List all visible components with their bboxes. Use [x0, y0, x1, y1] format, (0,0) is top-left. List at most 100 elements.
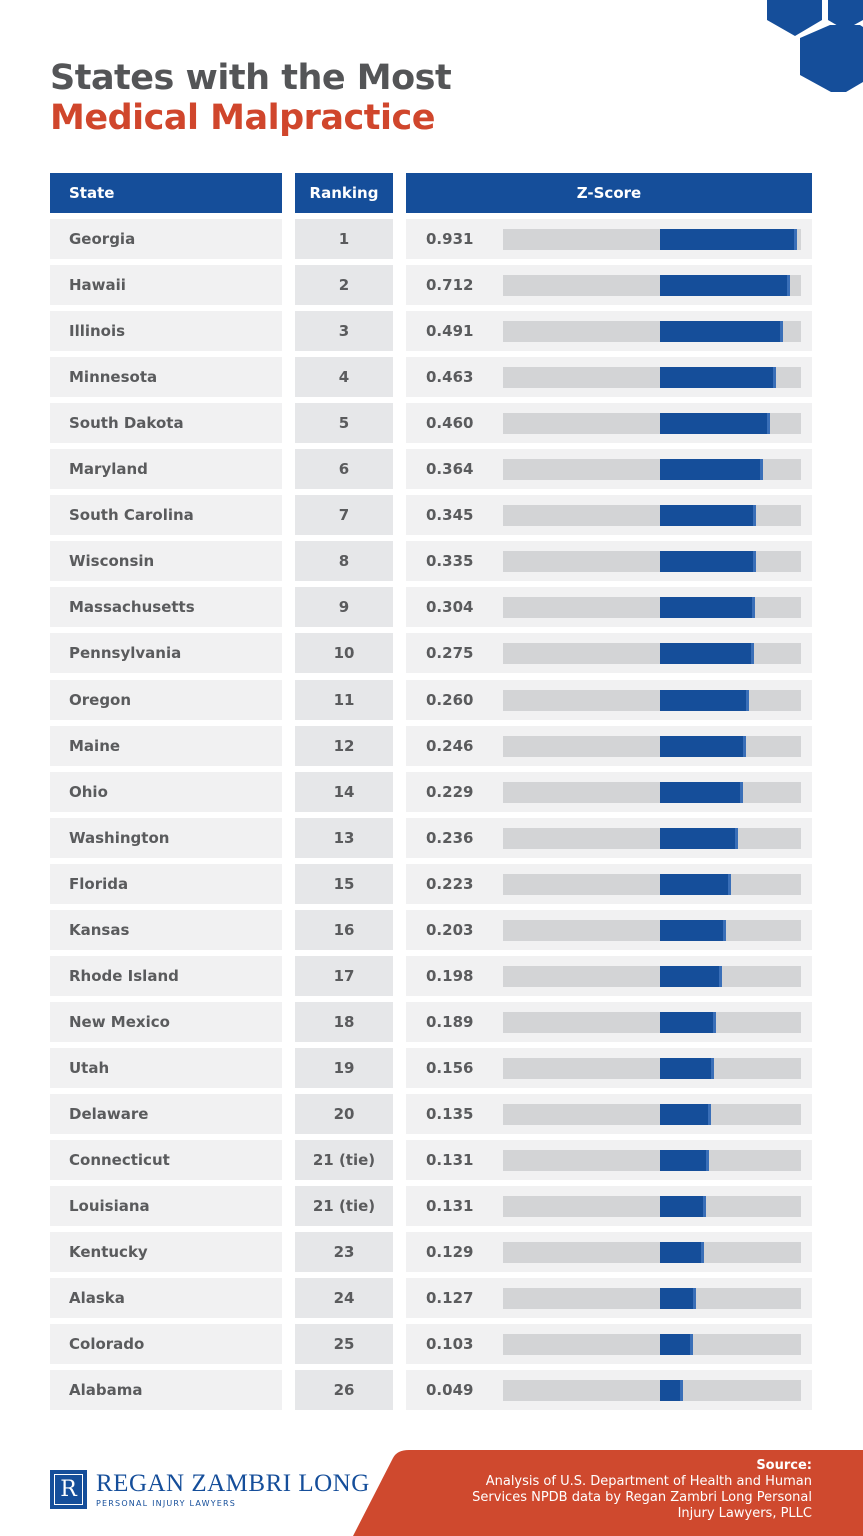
- zscore-bar: [660, 735, 746, 757]
- source-text: Analysis of U.S. Department of Health an…: [472, 1474, 812, 1521]
- state-cell: Ohio: [50, 771, 282, 812]
- zscore-value: 0.463: [426, 368, 474, 387]
- zscore-bar: [660, 551, 756, 573]
- zscore-value: 0.931: [426, 230, 474, 248]
- zscore-bar: [660, 1380, 683, 1402]
- zscore-bar-track: [503, 965, 801, 987]
- zscore-value: 0.223: [426, 874, 474, 893]
- zscore-bar-track: [503, 1288, 801, 1310]
- zscore-cell: 0.103: [406, 1324, 812, 1365]
- ranking-cell: 8: [295, 541, 393, 582]
- ranking-cell: 11: [295, 679, 393, 720]
- table-row: Alabama 26 0.049: [0, 1370, 863, 1411]
- zscore-bar-track: [503, 1011, 801, 1033]
- state-cell: Oregon: [50, 679, 282, 720]
- table-row: Pennsylvania 10 0.275: [0, 633, 863, 674]
- ranking-cell: 25: [295, 1324, 393, 1365]
- zscore-value: 0.131: [426, 1151, 474, 1169]
- ranking-cell: 4: [295, 357, 393, 398]
- ranking-cell: 12: [295, 725, 393, 766]
- state-cell: Connecticut: [50, 1140, 282, 1180]
- zscore-bar: [660, 229, 798, 250]
- zscore-bar: [660, 919, 726, 941]
- zscore-bar-track: [503, 873, 801, 895]
- table-row: South Carolina 7 0.345: [0, 495, 863, 536]
- zscore-cell: 0.712: [406, 265, 812, 306]
- table-row: Maine 12 0.246: [0, 725, 863, 766]
- table-row: Delaware 20 0.135: [0, 1093, 863, 1134]
- zscore-bar-track: [503, 735, 801, 757]
- header-zscore: Z-Score: [406, 173, 812, 213]
- zscore-value: 0.131: [426, 1197, 474, 1216]
- state-cell: New Mexico: [50, 1001, 282, 1042]
- table-row: South Dakota 5 0.460: [0, 403, 863, 444]
- state-cell: Illinois: [50, 311, 282, 352]
- zscore-value: 0.364: [426, 460, 474, 479]
- zscore-cell: 0.246: [406, 725, 812, 766]
- zscore-cell: 0.275: [406, 633, 812, 674]
- zscore-value: 0.203: [426, 920, 474, 939]
- ranking-cell: 19: [295, 1047, 393, 1088]
- zscore-cell: 0.460: [406, 403, 812, 444]
- state-cell: Kentucky: [50, 1232, 282, 1273]
- zscore-value: 0.460: [426, 414, 474, 433]
- table-row: Kentucky 23 0.129: [0, 1232, 863, 1273]
- zscore-bar: [660, 321, 784, 343]
- state-cell: Minnesota: [50, 357, 282, 398]
- zscore-bar: [660, 643, 754, 665]
- state-cell: Delaware: [50, 1093, 282, 1134]
- zscore-value: 0.304: [426, 598, 474, 617]
- table-row: Washington 13 0.236: [0, 817, 863, 858]
- ranking-cell: 6: [295, 449, 393, 490]
- source-label: Source:: [756, 1458, 812, 1473]
- zscore-value: 0.345: [426, 506, 474, 525]
- ranking-cell: 23: [295, 1232, 393, 1273]
- zscore-cell: 0.260: [406, 679, 812, 720]
- table-row: Oregon 11 0.260: [0, 679, 863, 720]
- ranking-cell: 10: [295, 633, 393, 674]
- zscore-cell: 0.189: [406, 1001, 812, 1042]
- source-banner: [353, 1450, 863, 1536]
- zscore-value: 0.135: [426, 1104, 474, 1123]
- state-cell: Alabama: [50, 1370, 282, 1411]
- table-row: Utah 19 0.156: [0, 1047, 863, 1088]
- zscore-bar: [660, 873, 731, 895]
- table-row: Illinois 3 0.491: [0, 311, 863, 352]
- zscore-bar: [660, 505, 756, 527]
- zscore-bar: [660, 459, 763, 481]
- company-logo: R REGAN ZAMBRI LONG PERSONAL INJURY LAWY…: [50, 1470, 370, 1509]
- state-cell: Massachusetts: [50, 587, 282, 628]
- page-title: States with the Most Medical Malpractice: [50, 58, 452, 138]
- zscore-cell: 0.131: [406, 1186, 812, 1227]
- table-row: Maryland 6 0.364: [0, 449, 863, 490]
- zscore-cell: 0.198: [406, 955, 812, 996]
- title-line-2: Medical Malpractice: [50, 98, 436, 138]
- zscore-bar: [660, 275, 790, 297]
- zscore-bar-track: [503, 367, 801, 389]
- ranking-cell: 24: [295, 1278, 393, 1319]
- title-line-1: States with the Most: [50, 58, 452, 98]
- logo-mark: R: [50, 1470, 87, 1509]
- ranking-cell: 7: [295, 495, 393, 536]
- zscore-bar: [660, 1334, 694, 1356]
- zscore-cell: 0.131: [406, 1140, 812, 1180]
- state-cell: Rhode Island: [50, 955, 282, 996]
- ranking-cell: 15: [295, 863, 393, 904]
- zscore-value: 0.491: [426, 322, 474, 341]
- zscore-bar-track: [503, 1103, 801, 1125]
- zscore-bar-track: [503, 827, 801, 849]
- zscore-bar-track: [503, 321, 801, 343]
- table-row: Ohio 14 0.229: [0, 771, 863, 812]
- state-cell: South Dakota: [50, 403, 282, 444]
- zscore-bar-track: [503, 597, 801, 619]
- table-row: Kansas 16 0.203: [0, 909, 863, 950]
- zscore-value: 0.103: [426, 1335, 474, 1354]
- zscore-bar-track: [503, 229, 801, 250]
- ranking-cell: 1: [295, 219, 393, 259]
- zscore-bar: [660, 367, 776, 389]
- zscore-bar: [660, 597, 756, 619]
- state-cell: South Carolina: [50, 495, 282, 536]
- zscore-value: 0.198: [426, 966, 474, 985]
- zscore-bar-track: [503, 551, 801, 573]
- zscore-bar-track: [503, 1380, 801, 1402]
